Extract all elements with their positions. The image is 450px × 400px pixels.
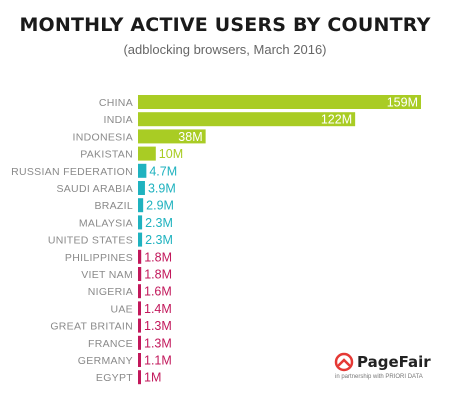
bar: [138, 215, 143, 230]
value-label: 4.7M: [149, 164, 177, 178]
value-label: 1.6M: [144, 285, 172, 299]
category-label: UAE: [111, 303, 134, 315]
value-label: 122M: [321, 113, 352, 127]
category-label: INDIA: [103, 114, 133, 126]
value-label: 159M: [387, 96, 418, 110]
value-label: 1.3M: [144, 336, 172, 350]
value-label: 2.3M: [145, 233, 173, 247]
value-label: 2.3M: [145, 216, 173, 230]
category-label: MALAYSIA: [79, 217, 133, 229]
bar: [138, 318, 141, 333]
category-label: VIET NAM: [81, 269, 133, 281]
pagefair-logo-icon: [334, 352, 354, 372]
category-label: UNITED STATES: [48, 235, 133, 247]
category-label: INDONESIA: [73, 131, 133, 143]
value-label: 1.8M: [144, 268, 172, 282]
logo-tagline: in partnership with PRIORI DATA: [335, 374, 423, 380]
category-label: BRAZIL: [94, 200, 133, 212]
bar: [138, 198, 144, 213]
category-label: FRANCE: [88, 338, 133, 350]
category-label: RUSSIAN FEDERATION: [11, 166, 133, 178]
value-label: 1.8M: [144, 250, 172, 264]
bar: [138, 284, 141, 299]
bar: [138, 181, 145, 195]
bar: [138, 146, 156, 161]
value-label: 3.9M: [148, 182, 176, 196]
category-label: GERMANY: [78, 355, 133, 367]
value-label: 1.3M: [144, 319, 172, 333]
pagefair-logo: PageFair in partnership with PRIORI DATA: [333, 351, 443, 387]
bar: [138, 163, 147, 178]
value-label: 38M: [178, 130, 202, 144]
value-label: 10M: [159, 147, 183, 161]
value-label: 2.9M: [146, 199, 174, 213]
chart-title: MONTHLY ACTIVE USERS BY COUNTRY: [19, 14, 431, 36]
bar: [138, 301, 141, 316]
category-label: GREAT BRITAIN: [50, 321, 133, 333]
bar: [138, 95, 421, 109]
bar: [138, 335, 141, 350]
category-label: EGYPT: [96, 372, 133, 384]
category-label: SAUDI ARABIA: [56, 183, 133, 195]
value-label: 1M: [144, 371, 161, 385]
bar: [138, 370, 141, 385]
category-label: PHILIPPINES: [65, 252, 133, 264]
bar: [138, 353, 141, 367]
bar: [138, 112, 356, 127]
category-label: NIGERIA: [88, 286, 133, 298]
category-label: CHINA: [99, 97, 133, 109]
bar: [138, 129, 206, 144]
bar: [138, 249, 142, 264]
value-label: 1.4M: [144, 302, 172, 316]
bar: [138, 232, 143, 247]
chart-subtitle: (adblocking browsers, March 2016): [123, 42, 327, 57]
bar: [138, 267, 142, 281]
logo-name: PageFair: [357, 353, 431, 371]
value-label: 1.1M: [144, 354, 172, 368]
category-label: PAKISTAN: [80, 149, 133, 161]
